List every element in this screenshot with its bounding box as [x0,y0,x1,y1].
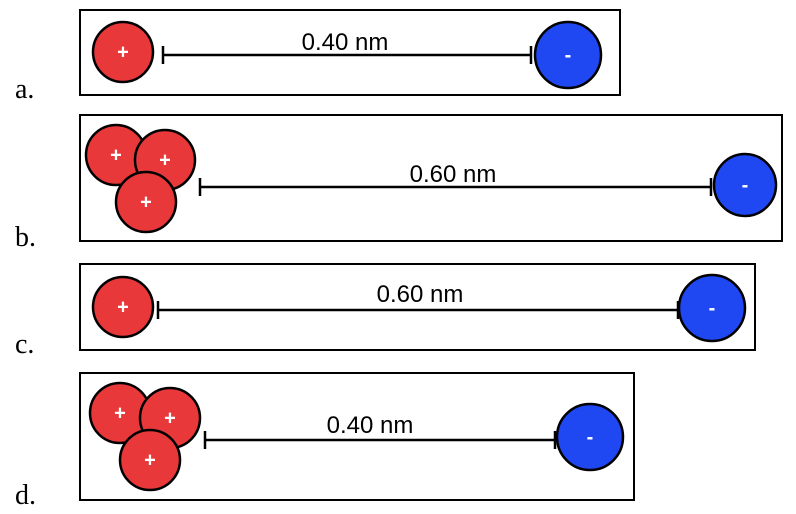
cation [118,428,182,492]
distance-label: 0.60 nm [410,161,497,188]
anion [555,402,625,472]
cation-sign: + [144,449,156,471]
cation-sign: + [114,402,126,424]
panel-box [79,114,783,242]
cation-sign: + [159,149,171,171]
panel: a. 0.40 nm + - [15,9,621,105]
cation-sign: + [117,296,129,318]
panel-box [79,263,756,351]
anion-sign: - [587,426,594,448]
anion [533,20,603,90]
cation-sign: + [117,41,129,63]
panel-label: c. [15,329,34,360]
anion [712,152,778,218]
cation [91,20,155,84]
panel-label: d. [15,480,36,511]
cation-sign: + [110,144,122,166]
distance-label: 0.40 nm [327,412,414,439]
anion-sign: - [742,174,749,196]
anion-sign: - [709,297,716,319]
distance-label: 0.60 nm [377,281,464,308]
panel: c. 0.60 nm + - [15,263,756,360]
panel-label: a. [15,74,34,105]
cation [91,275,155,339]
cation [114,170,178,234]
cation-sign: + [164,407,176,429]
anion-sign: - [565,44,572,66]
panel-label: b. [15,222,36,253]
panel: b. 0.60 nm + + + - [15,114,783,253]
anion [677,273,747,343]
distance-label: 0.40 nm [302,29,389,56]
panel: d. 0.40 nm + + + - [15,372,635,511]
cation-sign: + [140,191,152,213]
